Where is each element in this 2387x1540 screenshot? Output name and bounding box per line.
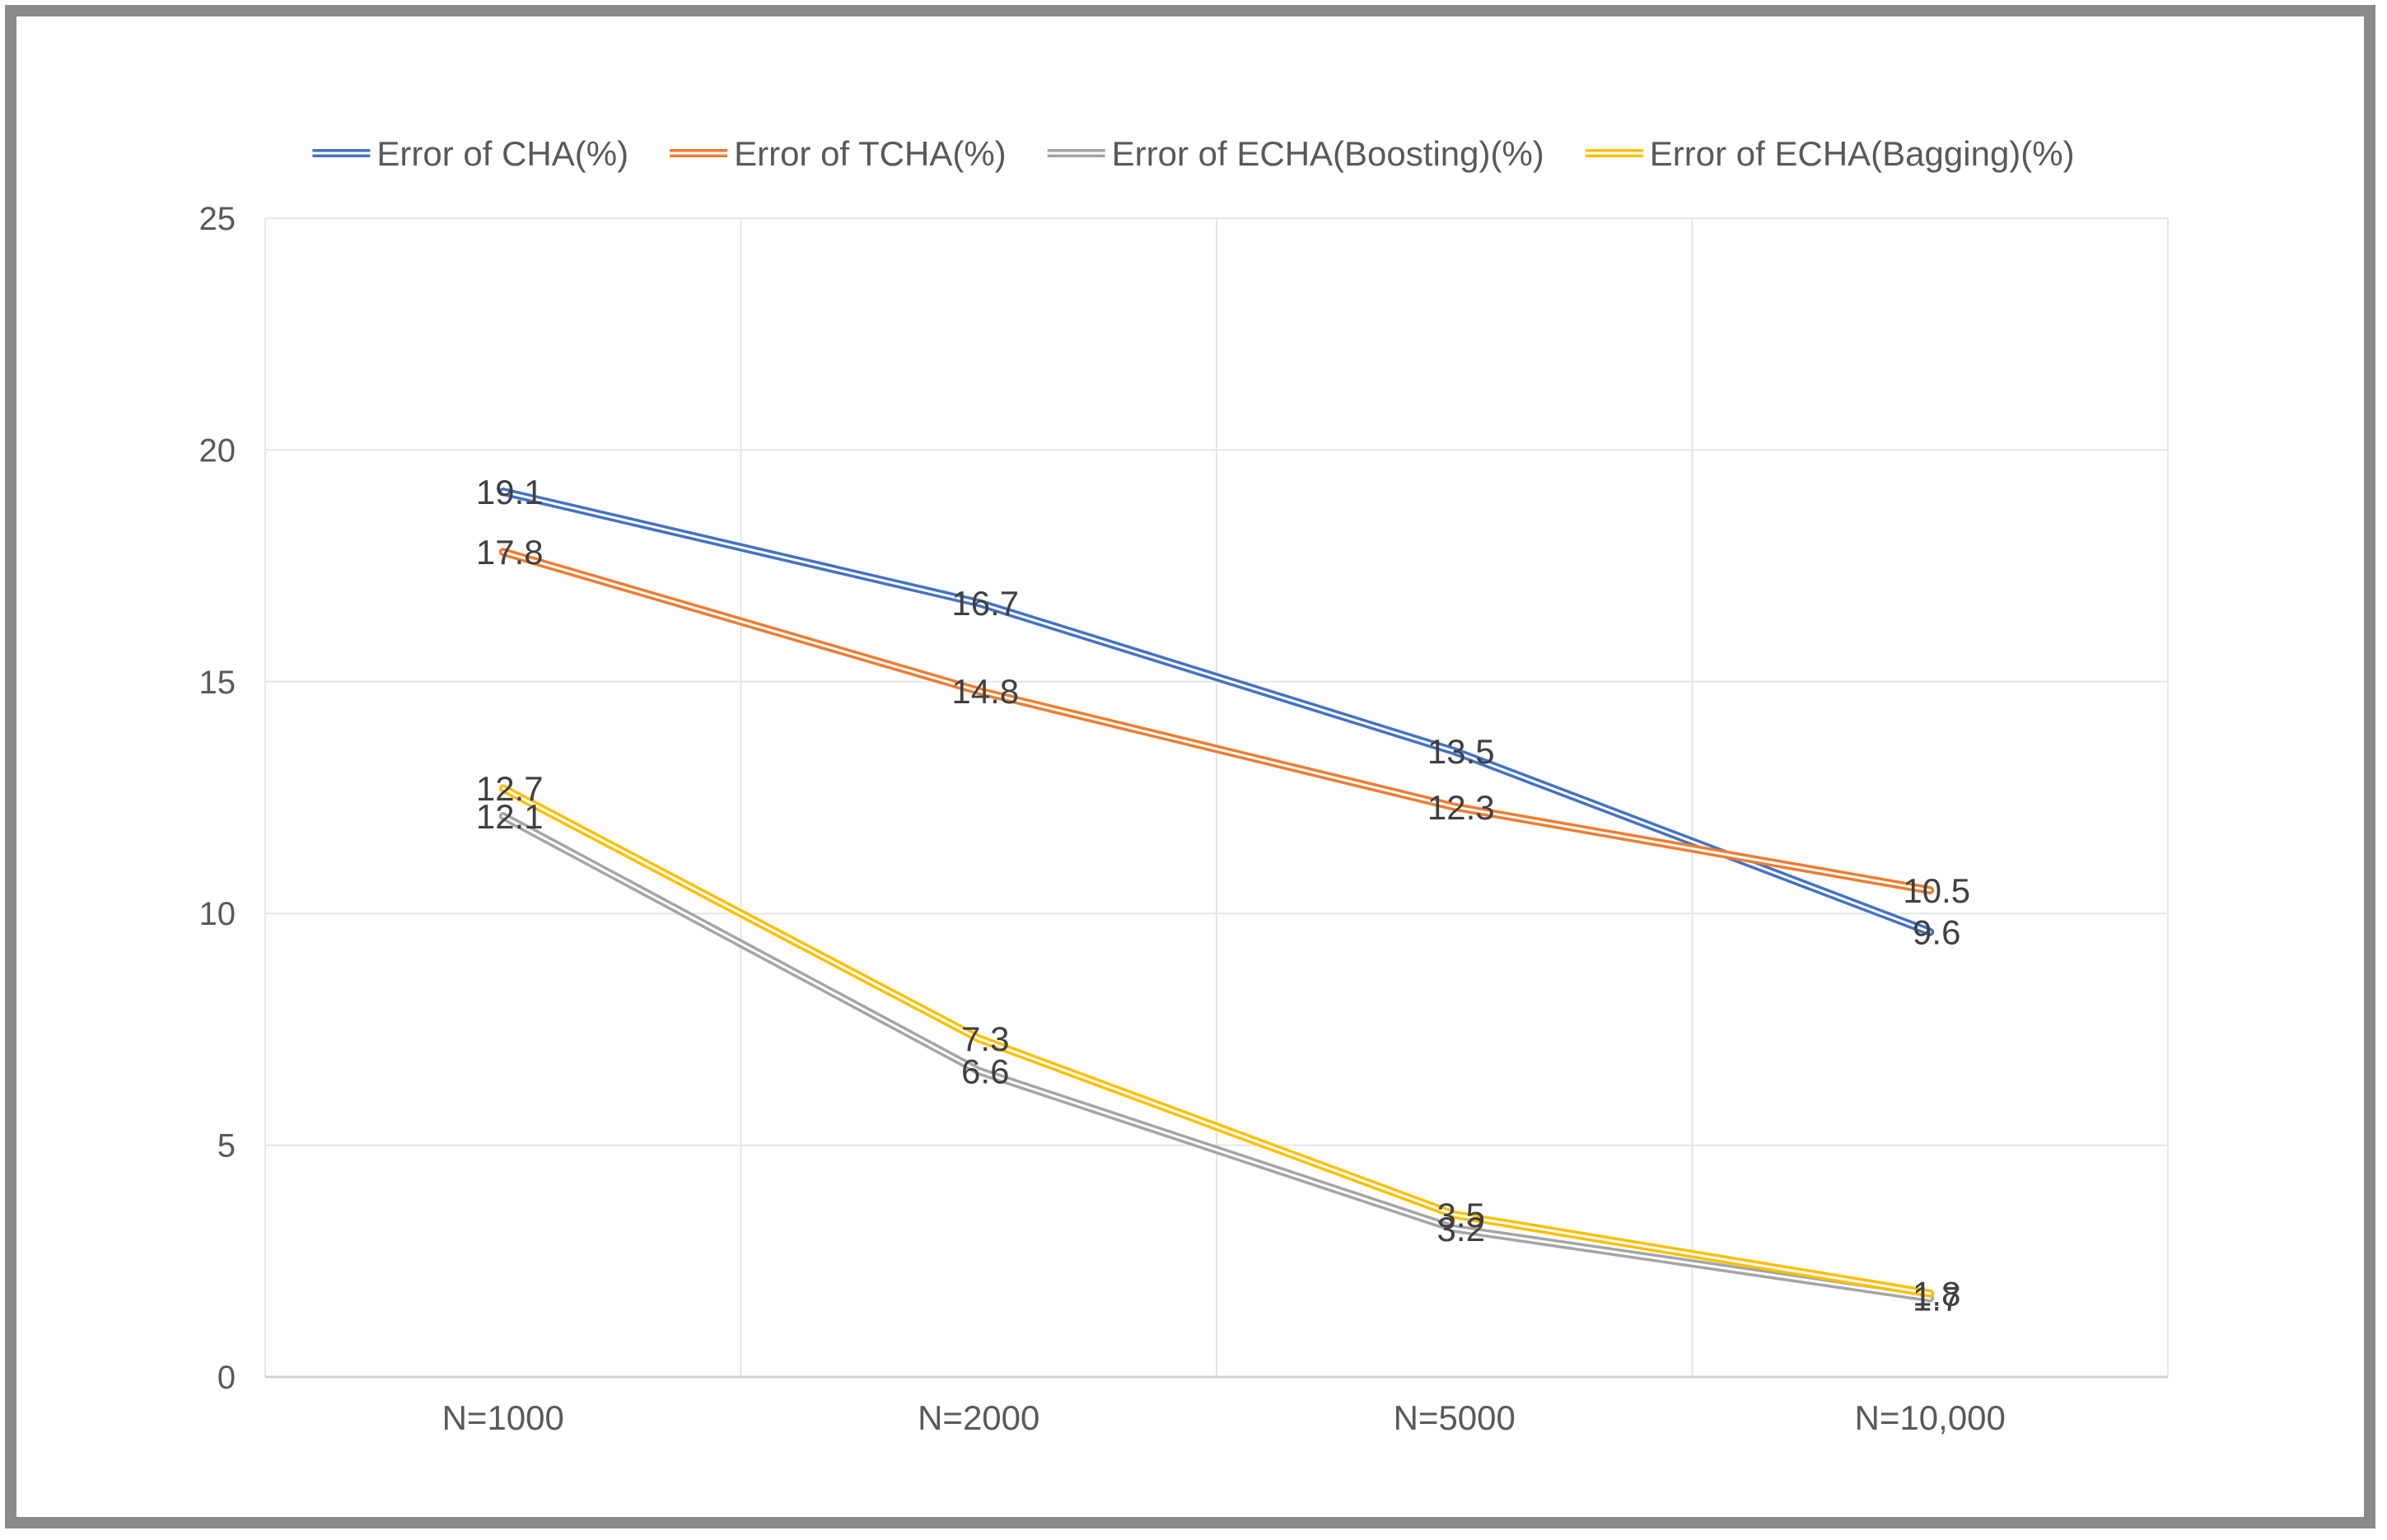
legend-label: Error of ECHA(Bagging)(%)	[1650, 134, 2075, 173]
x-tick-label: N=5000	[1394, 1398, 1516, 1437]
data-label: 13.5	[1427, 732, 1495, 771]
series-line-inner-error-of-echa-bagging	[502, 786, 1932, 1295]
legend-label: Error of CHA(%)	[376, 134, 628, 173]
series-line-inner-error-of-cha	[502, 490, 1932, 934]
legend: Error of CHA(%) Error of TCHA(%) Error of …	[312, 134, 2075, 173]
x-tick-label: N=1000	[442, 1398, 564, 1437]
y-tick-label: 20	[199, 432, 236, 469]
data-label: 12.1	[476, 797, 544, 836]
series-layer	[498, 488, 1935, 1303]
x-tick-label: N=2000	[918, 1398, 1039, 1437]
legend-item: Error of TCHA(%)	[670, 134, 1007, 173]
data-label: 16.7	[951, 584, 1019, 623]
data-label: 3.2	[1437, 1210, 1485, 1248]
legend-item: Error of ECHA(Boosting)(%)	[1047, 134, 1544, 173]
legend-label: Error of ECHA(Boosting)(%)	[1112, 134, 1544, 173]
legend-item: Error of CHA(%)	[312, 134, 628, 173]
data-label: 9.6	[1913, 913, 1960, 952]
data-label: 12.3	[1427, 788, 1495, 827]
y-tick-label: 10	[199, 896, 236, 932]
data-label: 17.8	[476, 533, 544, 572]
y-tick-label: 0	[217, 1360, 236, 1396]
data-label: 6.6	[961, 1052, 1009, 1091]
data-label: 1.7	[1913, 1279, 1960, 1318]
legend-item: Error of ECHA(Bagging)(%)	[1585, 134, 2075, 173]
data-labels: 19.1 16.7 13.5 9.6 17.8 14.8 12.3 10.5 12.1 6.6 3.…	[476, 473, 1970, 1318]
chart-border	[5, 5, 2375, 1528]
legend-label: Error of TCHA(%)	[734, 134, 1007, 173]
series-line-inner-error-of-tcha	[502, 550, 1932, 892]
series-line-inner-error-of-echa-boosting	[502, 814, 1932, 1300]
x-axis: N=1000 N=2000 N=5000 N=10,000	[265, 1375, 2168, 1437]
data-label: 10.5	[1903, 871, 1970, 910]
y-tick-label: 15	[199, 665, 236, 701]
data-label: 19.1	[476, 473, 544, 511]
data-label: 3.5	[1437, 1196, 1485, 1234]
y-tick-label: 5	[217, 1128, 236, 1164]
data-label: 12.7	[476, 769, 544, 808]
y-tick-label: 25	[199, 201, 236, 237]
data-label: 7.3	[961, 1020, 1009, 1058]
y-axis: 0 5 10 15 20 25	[199, 201, 236, 1396]
data-label: 14.8	[951, 672, 1019, 711]
data-label: 1.8	[1913, 1275, 1960, 1314]
x-tick-label: N=10,000	[1855, 1398, 2006, 1437]
gridlines	[264, 217, 2169, 1377]
